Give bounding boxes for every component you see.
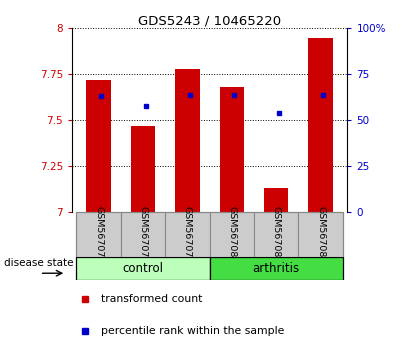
Text: control: control xyxy=(122,262,164,275)
Bar xyxy=(298,212,343,257)
Bar xyxy=(76,212,121,257)
Bar xyxy=(254,212,298,257)
Text: arthritis: arthritis xyxy=(253,262,300,275)
Bar xyxy=(264,188,289,212)
Text: GSM567080: GSM567080 xyxy=(227,206,236,263)
Bar xyxy=(210,257,343,280)
Text: GSM567082: GSM567082 xyxy=(316,206,325,263)
Bar xyxy=(131,126,155,212)
Title: GDS5243 / 10465220: GDS5243 / 10465220 xyxy=(138,14,281,27)
Text: GSM567075: GSM567075 xyxy=(139,206,148,263)
Text: percentile rank within the sample: percentile rank within the sample xyxy=(101,326,284,336)
Bar xyxy=(175,69,200,212)
Bar xyxy=(308,38,333,212)
Bar xyxy=(210,212,254,257)
Text: GSM567076: GSM567076 xyxy=(183,206,192,263)
Bar xyxy=(165,212,210,257)
Text: GSM567081: GSM567081 xyxy=(272,206,281,263)
Bar xyxy=(219,87,244,212)
Text: transformed count: transformed count xyxy=(101,295,203,304)
Bar xyxy=(121,212,165,257)
Bar xyxy=(86,80,111,212)
Text: disease state: disease state xyxy=(4,258,73,268)
Bar xyxy=(76,257,210,280)
Text: GSM567074: GSM567074 xyxy=(94,206,103,263)
